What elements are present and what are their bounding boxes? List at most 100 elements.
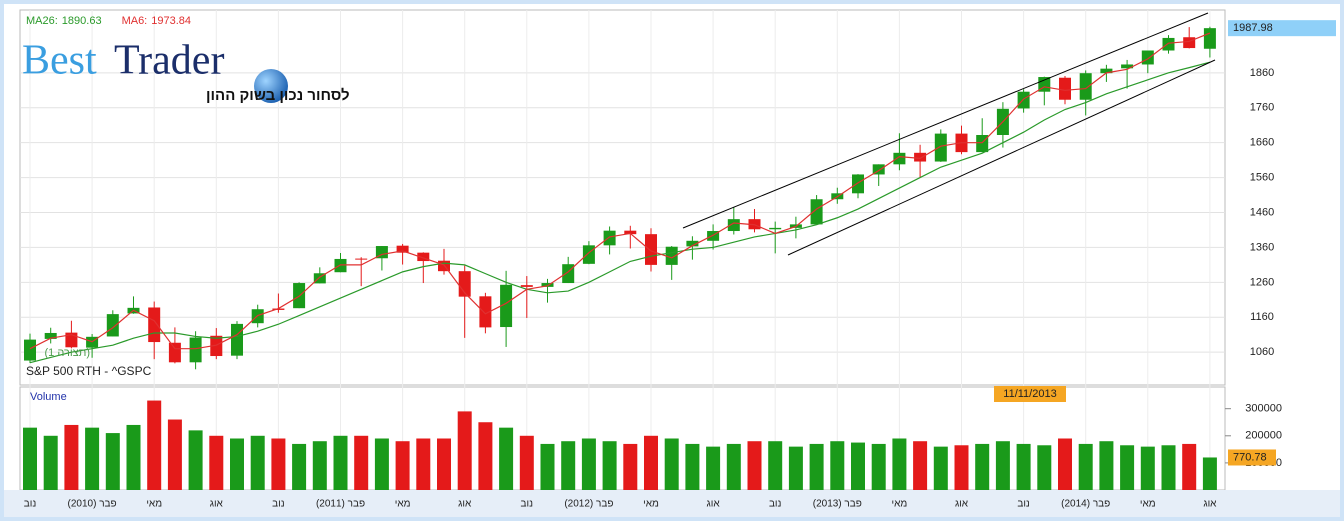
volume-bar xyxy=(126,424,141,490)
candle-body xyxy=(1100,68,1113,74)
x-tick-label: מאי xyxy=(1140,499,1156,510)
volume-bar xyxy=(395,441,410,490)
logo: Best Trader לסחור נכון בשוק ההון xyxy=(22,38,350,104)
x-tick-label: מאי xyxy=(643,499,659,510)
volume-bar xyxy=(519,435,534,490)
candle-body xyxy=(396,245,409,253)
last-volume-box xyxy=(1228,449,1276,466)
y-tick-label: 1060 xyxy=(1250,346,1274,358)
x-tick-label: נוב xyxy=(769,499,782,510)
candle-body xyxy=(893,152,906,165)
x-tick-label: (2011) פבר xyxy=(316,499,365,510)
volume-bar xyxy=(188,430,203,490)
volume-bar xyxy=(726,443,741,490)
candle-body xyxy=(44,332,57,339)
last-price-box xyxy=(1228,20,1336,37)
volume-bar xyxy=(437,438,451,490)
x-tick-label: אוג xyxy=(458,499,472,510)
volume-bar xyxy=(1016,443,1031,490)
candle-body xyxy=(914,152,927,162)
candle-body xyxy=(148,307,161,343)
channel-upper xyxy=(682,12,1209,229)
volume-bar xyxy=(85,427,100,490)
volume-bar xyxy=(892,438,907,490)
indicator-name: MA26: xyxy=(26,15,58,27)
volume-bar xyxy=(105,433,120,490)
date-marker: 11/11/2013 xyxy=(1003,388,1056,400)
candle-body xyxy=(106,314,119,337)
volume-bar xyxy=(747,441,762,490)
candle-body xyxy=(272,308,285,310)
x-tick-label: אוג xyxy=(1203,499,1217,510)
volume-bar xyxy=(830,441,845,490)
candle-body xyxy=(1141,50,1154,65)
volume-bar xyxy=(1078,443,1093,490)
candle-body xyxy=(934,133,947,162)
volume-bar xyxy=(312,441,327,490)
candle-body xyxy=(355,258,368,260)
volume-bar xyxy=(250,435,265,490)
y-tick-label: 1860 xyxy=(1250,67,1274,79)
y-tick-label: 1760 xyxy=(1250,102,1274,114)
ma6-line xyxy=(29,32,1211,350)
candle-body xyxy=(313,273,326,284)
x-tick-label: נוב xyxy=(272,499,285,510)
candle-body xyxy=(810,199,823,225)
candle-body xyxy=(1079,73,1092,100)
volume-bar xyxy=(1099,441,1114,490)
volume-bar xyxy=(271,438,286,490)
candle-body xyxy=(665,246,678,265)
candle-body xyxy=(976,135,989,153)
x-tick-label: אוג xyxy=(210,499,224,510)
date-marker-box xyxy=(994,386,1066,402)
candle-body xyxy=(582,245,595,264)
y-tick-label: 1460 xyxy=(1250,206,1274,218)
volume-bar xyxy=(664,438,679,490)
volume-bar xyxy=(788,446,803,490)
candle-body xyxy=(189,337,202,363)
candle-body xyxy=(417,252,430,262)
candle-body xyxy=(500,284,513,328)
volume-bar xyxy=(975,443,990,490)
candle-body xyxy=(210,335,223,357)
volume-bar xyxy=(292,443,307,490)
volume-bar xyxy=(602,441,617,490)
volume-bar xyxy=(230,438,244,490)
volume-bar xyxy=(478,422,493,490)
volume-bar xyxy=(540,443,555,490)
candle-body xyxy=(520,285,533,287)
volume-bar xyxy=(23,427,37,490)
volume-bar xyxy=(43,435,58,490)
x-tick-label: נוב xyxy=(521,499,534,510)
candle-body xyxy=(1162,37,1175,51)
candle-body xyxy=(624,230,637,235)
volume-bar xyxy=(1161,445,1176,490)
x-tick-label: מאי xyxy=(892,499,908,510)
candle-body xyxy=(479,296,492,328)
volume-bar xyxy=(457,411,472,490)
volume-bar xyxy=(581,438,596,490)
x-tick-label: (2013) פבר xyxy=(813,499,862,510)
y-tick-label: 1360 xyxy=(1250,241,1274,253)
symbol-label: S&P 500 RTH - ^GSPC xyxy=(26,364,152,378)
volume-bar xyxy=(561,441,576,490)
volume-bar xyxy=(1058,438,1072,490)
candle-body xyxy=(1183,37,1196,49)
indicator-value: 1890.63 xyxy=(62,15,102,27)
candle-body xyxy=(438,260,450,272)
candle-body xyxy=(334,258,347,273)
x-tick-label: מאי xyxy=(395,499,411,510)
candle-body xyxy=(645,234,657,265)
indicator-name: MA6: xyxy=(122,15,148,27)
candle-body xyxy=(24,339,36,361)
logo-word1: Best xyxy=(22,38,97,84)
volume-bar xyxy=(933,446,948,490)
volume-bar xyxy=(1140,446,1155,490)
volume-bar xyxy=(685,443,700,490)
y-tick-label: 1260 xyxy=(1250,276,1274,288)
y-tick-label: 1560 xyxy=(1250,172,1274,184)
x-tick-label: מאי xyxy=(146,499,162,510)
volume-bar xyxy=(209,435,224,490)
